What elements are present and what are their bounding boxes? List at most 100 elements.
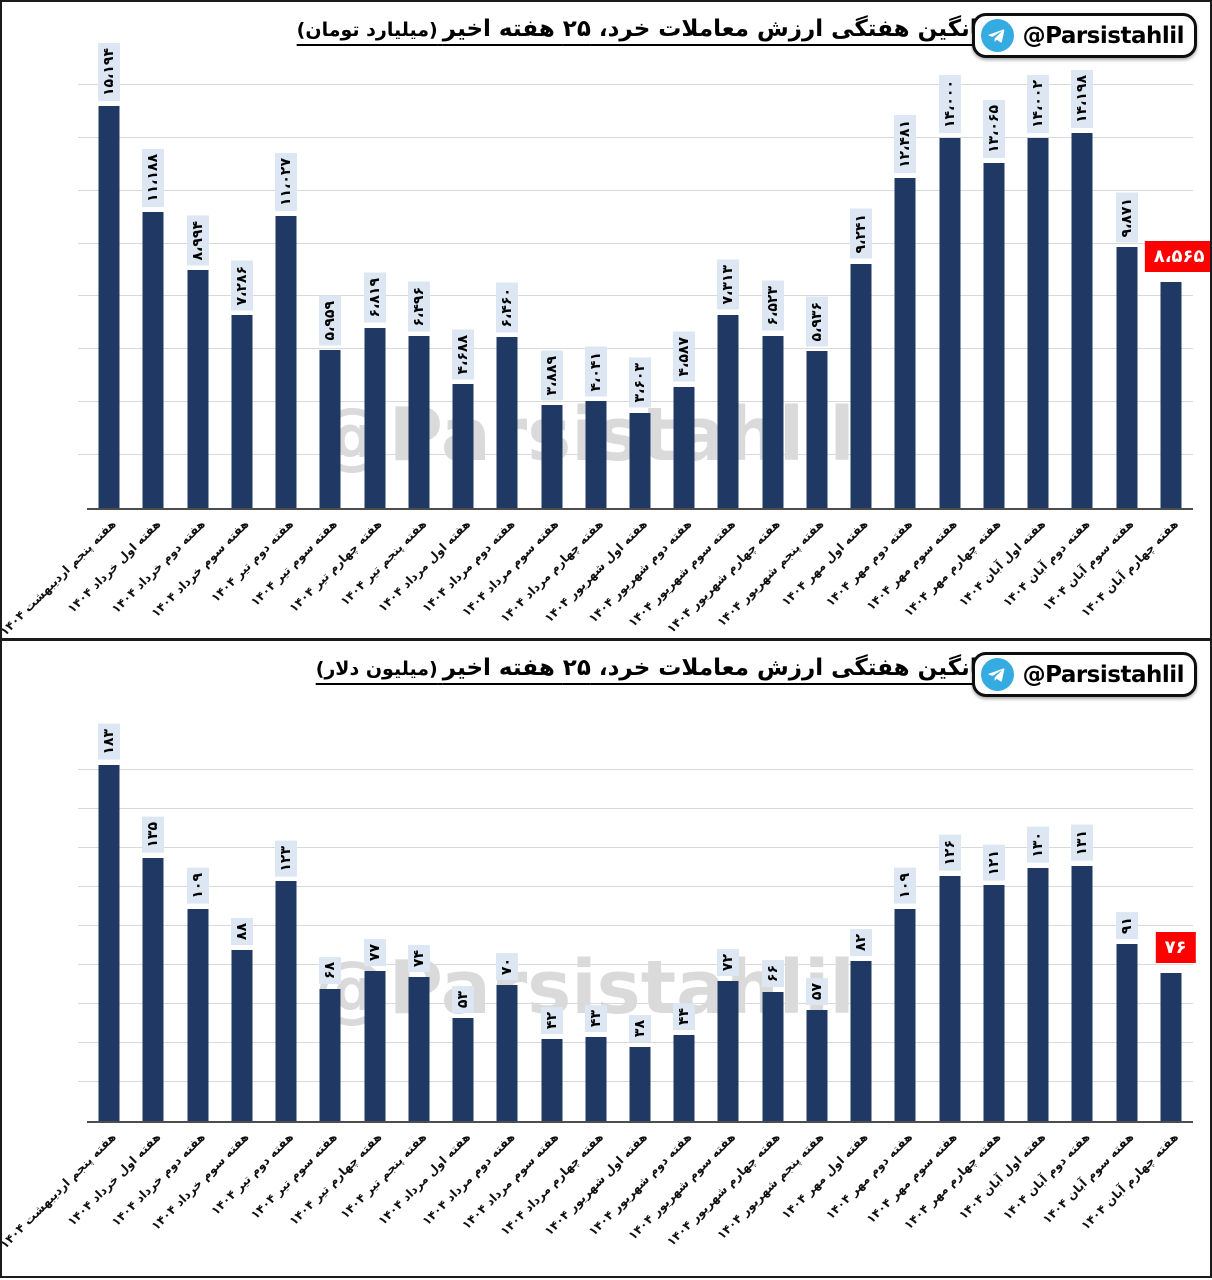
bar-slot: ۸،۹۹۴ [175,77,219,508]
bar [629,412,651,508]
bar [408,336,430,508]
highlighted-value-label: ۸،۵۶۵ [1144,240,1210,272]
bar-value-label: ۱۳۱ [1071,825,1094,861]
chart-title-text: میانگین هفتگی ارزش معاملات خرد، ۲۵ هفته … [442,655,1002,681]
telegram-handle: @Parsistahlil [1022,661,1185,688]
x-axis-label: هفته سوم تیر ۱۴۰۴ [248,1130,341,1222]
x-axis-toman: هفته پنجم اردیبهشت ۱۴۰۴ هفته اول خرداد ۱۴… [2,510,1193,638]
bar [541,405,562,508]
bar [1116,247,1138,508]
telegram-badge[interactable]: @Parsistahlil [971,652,1197,697]
bar-slot: ۴،۶۸۸ [441,77,485,508]
bar [1027,867,1049,1121]
bar-slot: ۱۳۱ [1060,751,1104,1121]
bar [673,1035,695,1121]
bar [187,908,209,1121]
telegram-badge[interactable]: @Parsistahlil [971,13,1197,58]
bar-value-label: ۹،۲۴۱ [850,209,873,259]
bar-slot: ۶۸ [308,751,352,1121]
bar [98,106,120,508]
x-axis-label: هفته دوم مهر ۱۴۰۴ [823,517,916,610]
bar [717,980,739,1121]
bar-slot: ۷۷ [352,751,396,1121]
bar-slot: ۹،۸۷۱ [1105,77,1149,508]
bar [319,350,341,508]
bar [850,961,872,1121]
bar [894,908,916,1121]
bar-slot: ۱۴،۱۹۸ [1060,69,1104,508]
bar [850,263,872,508]
bar-slot: ۳۸ [618,751,662,1121]
bar [585,1037,607,1121]
bar [452,1017,474,1121]
highlighted-value-label: ۷۶ [1155,932,1196,963]
bar-slot: ۷۲ [706,751,750,1121]
chart-title-dollar: میانگین هفتگی ارزش معاملات خرد، ۲۵ هفته … [316,655,1002,681]
bar [496,337,518,508]
bar-slot: ۶،۵۲۳ [751,77,795,508]
bar-value-label: ۱۲۶ [938,835,961,871]
bar [231,315,253,508]
bar-slot: ۷،۲۸۶ [220,77,264,508]
x-axis-label: هفته سوم تیر ۱۴۰۴ [248,517,341,609]
bar-slot: ۱۴،۰۰۲ [1016,74,1060,508]
x-axis-label: هفته پنجم تیر ۱۴۰۴ [337,517,429,609]
bar [1027,137,1049,508]
bar [762,992,784,1121]
bar-slot: ۱۲۶ [928,751,972,1121]
x-axis-label: هفته دوم مهر ۱۴۰۴ [823,1130,916,1223]
bar-value-label: ۱۳،۰۶۵ [982,99,1005,158]
bar-value-label: ۱۳۵ [142,817,165,854]
bar-value-label: ۴،۵۸۷ [673,332,696,382]
chart-title-unit: (میلیون دلار) [315,658,438,680]
bar-value-label: ۶،۵۲۳ [761,281,784,331]
bar-slot: ۱۳۵ [131,751,175,1121]
gridline [78,964,1193,966]
bar-slot: ۸،۵۶۵ [1144,77,1210,508]
bar [717,314,739,508]
bar-slot: ۸۲ [839,751,883,1121]
bar [806,1010,828,1121]
bar-value-label: ۶۶ [761,960,784,988]
x-axis-label: هفته اول مهر ۱۴۰۴ [779,517,872,609]
bar-value-label: ۱۴،۰۰۲ [1027,74,1050,133]
bar-value-label: ۴۲ [540,1007,563,1035]
bar [142,212,164,508]
bar [541,1039,562,1121]
bar-value-label: ۱۴،۰۰۰ [938,74,961,133]
gridline [78,1042,1193,1044]
bar [496,984,518,1121]
bar-slot: ۷۴ [397,751,441,1121]
bar-value-label: ۶،۸۱۹ [363,273,386,323]
bar-value-label: ۸۸ [230,917,253,945]
bar-value-label: ۳،۶۰۳ [628,358,651,408]
bar-slot: ۴۲ [529,751,573,1121]
bar-value-label: ۵،۹۳۶ [805,296,828,347]
bar-value-label: ۱۲۱ [982,844,1005,881]
bar-value-label: ۱۲۳ [275,840,298,877]
bar-value-label: ۱۱،۱۸۸ [142,149,165,208]
bar-value-label: ۴،۶۸۸ [452,329,475,380]
bar-value-label: ۶۸ [319,956,342,984]
bar-value-label: ۳۸ [628,1014,651,1042]
gridline [78,83,1193,85]
bar-value-label: ۵،۹۵۹ [319,295,342,346]
x-axis-label: هفته دوم تیر ۱۴۰۴ [208,517,296,605]
bar-value-label: ۱۱،۰۲۷ [275,153,298,212]
bar-value-label: ۱۸۳ [98,724,121,760]
chart-title-unit: (میلیارد تومان) [296,19,438,41]
bar [275,216,297,508]
bar-slot: ۴،۰۴۱ [574,77,618,508]
bar-slot: ۳،۶۰۳ [618,77,662,508]
bar-slot: ۹،۲۴۱ [839,77,883,508]
bar-slot: ۶۶ [751,751,795,1121]
bar [1116,943,1138,1121]
bar-value-label: ۸،۹۹۴ [186,215,209,266]
gridline [78,295,1193,297]
bar [187,270,209,508]
bar [983,162,1005,508]
bar-slot: ۱۱،۱۸۸ [131,77,175,508]
bar-slot: ۵۷ [795,751,839,1121]
telegram-icon [980,19,1014,52]
